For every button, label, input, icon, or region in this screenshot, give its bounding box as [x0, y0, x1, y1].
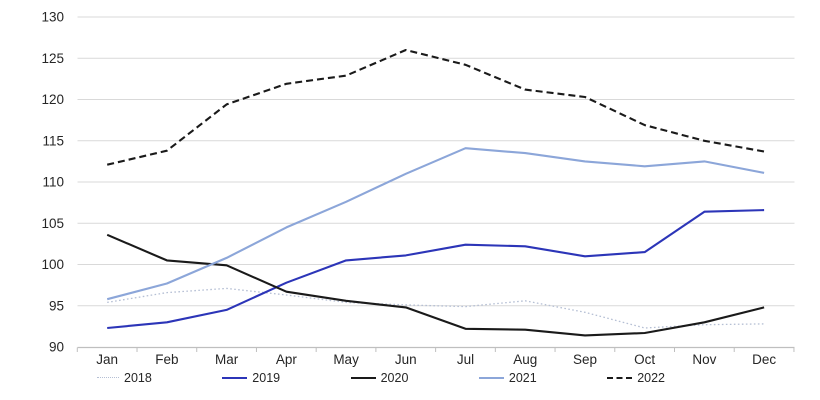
legend-label-2019: 2019: [252, 371, 281, 385]
legend-swatch-2020: [350, 376, 376, 379]
series-line-2018: [107, 287, 765, 329]
x-axis-tick-label: Jan: [96, 352, 118, 367]
x-axis-tick-label: Aug: [513, 352, 537, 367]
legend-label-2018: 2018: [124, 371, 152, 385]
y-axis-tick-label: 105: [41, 216, 64, 231]
y-axis-tick-label: 115: [42, 133, 64, 148]
legend-swatch-2019: [222, 376, 248, 379]
legend-item-2019: 2019: [222, 371, 280, 385]
x-axis-tick-label: Sep: [573, 352, 597, 367]
legend-item-2022: 2022: [607, 371, 665, 385]
x-axis-tick-label: Oct: [634, 352, 655, 367]
x-axis-tick-label: Apr: [276, 352, 298, 367]
legend-swatch-2018: [97, 377, 119, 379]
x-axis-tick-label: Dec: [752, 352, 776, 367]
y-axis-tick-label: 100: [41, 257, 64, 272]
y-axis-tick-label: 90: [49, 340, 64, 355]
legend-item-2018: 2018: [97, 371, 152, 385]
series-line-2022: [106, 48, 765, 166]
series-line-2019: [107, 209, 765, 330]
legend-item-2020: 2020: [350, 371, 409, 385]
legend-swatch-2021: [478, 376, 504, 379]
x-axis-tick-label: Jul: [457, 352, 474, 367]
series-line-2021: [106, 147, 765, 301]
y-axis-tick-label: 130: [41, 10, 64, 25]
x-axis-tick-label: May: [333, 352, 359, 367]
y-axis-tick-label: 110: [42, 175, 64, 190]
y-axis-tick-label: 95: [49, 298, 64, 313]
legend-item-2021: 2021: [478, 371, 537, 385]
legend-swatch-2022: [607, 376, 633, 379]
x-axis-tick-label: Nov: [692, 352, 716, 367]
chart-legend: 2018 2019 2020 2021 2022: [97, 371, 665, 385]
x-axis-tick-label: Mar: [215, 352, 239, 367]
legend-label-2020: 2020: [380, 371, 409, 385]
series-line-2020: [106, 233, 765, 337]
legend-label-2021: 2021: [508, 371, 537, 385]
y-axis-tick-label: 120: [41, 92, 64, 107]
legend-label-2022: 2022: [637, 371, 665, 385]
x-axis-tick-label: Feb: [155, 352, 178, 367]
x-axis-tick-label: Jun: [395, 352, 417, 367]
y-axis-tick-label: 125: [41, 51, 64, 66]
